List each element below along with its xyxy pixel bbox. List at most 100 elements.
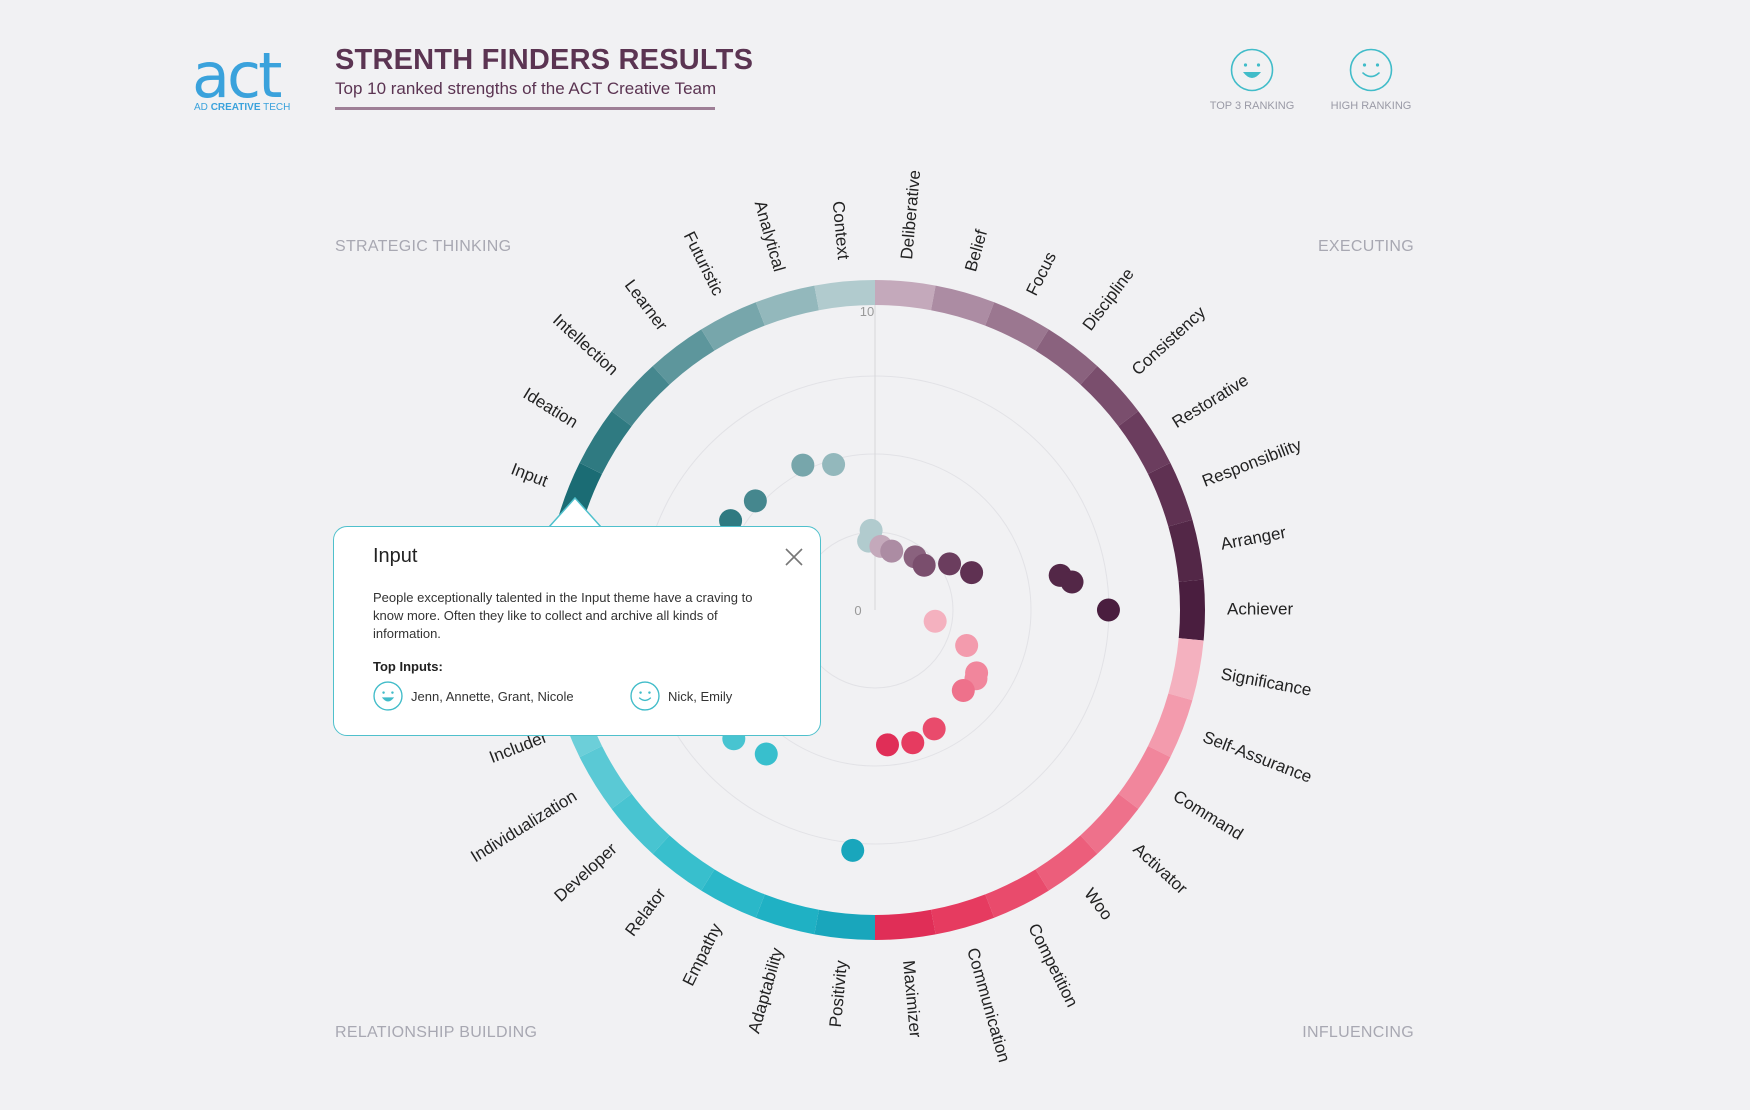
tooltip-top3-names: Jenn, Annette, Grant, Nicole bbox=[411, 688, 574, 704]
theme-label-activator[interactable]: Activator bbox=[1129, 839, 1191, 898]
legend-high: HIGH RANKING bbox=[1311, 48, 1431, 112]
theme-label-arranger[interactable]: Arranger bbox=[1219, 523, 1288, 554]
tooltip-description: People exceptionally talented in the Inp… bbox=[373, 590, 753, 641]
logo-sub-creative: CREATIVE bbox=[210, 102, 261, 113]
ring-segment-relator[interactable] bbox=[652, 835, 715, 891]
theme-label-positivity[interactable]: Positivity bbox=[826, 959, 851, 1028]
domain-influencing: INFLUENCING bbox=[1302, 1024, 1414, 1041]
ring-segment-competition[interactable] bbox=[985, 869, 1049, 918]
data-point-responsibility[interactable] bbox=[960, 561, 984, 585]
theme-label-learner[interactable]: Learner bbox=[621, 276, 672, 334]
theme-label-discipline[interactable]: Discipline bbox=[1079, 265, 1138, 335]
theme-label-relator[interactable]: Relator bbox=[621, 884, 669, 939]
theme-label-communication[interactable]: Communication bbox=[963, 946, 1014, 1065]
tooltip-title: Input bbox=[373, 545, 418, 567]
ring-segment-discipline[interactable] bbox=[1035, 329, 1098, 385]
theme-label-competition[interactable]: Competition bbox=[1024, 920, 1081, 1010]
smile-face-icon bbox=[630, 681, 660, 711]
ring-segment-analytical[interactable] bbox=[755, 285, 819, 326]
theme-label-belief[interactable]: Belief bbox=[961, 227, 991, 273]
theme-label-context[interactable]: Context bbox=[829, 200, 853, 260]
theme-label-deliberative[interactable]: Deliberative bbox=[897, 169, 924, 260]
ring-segment-self-assurance[interactable] bbox=[1148, 693, 1193, 758]
theme-label-command[interactable]: Command bbox=[1170, 786, 1247, 843]
page-title: STRENTH FINDERS RESULTS bbox=[335, 44, 754, 76]
ring-segment-deliberative[interactable] bbox=[875, 280, 936, 311]
ring-segment-arranger[interactable] bbox=[1168, 519, 1204, 582]
theme-label-empathy[interactable]: Empathy bbox=[679, 920, 726, 989]
ring-segment-individualization[interactable] bbox=[579, 745, 632, 809]
tooltip-top-label: Top Inputs: bbox=[373, 659, 443, 674]
title-underline bbox=[335, 107, 715, 110]
theme-label-futuristic[interactable]: Futuristic bbox=[680, 228, 728, 299]
radial-tick-0: 0 bbox=[854, 603, 861, 618]
ring-segment-ideation[interactable] bbox=[579, 411, 632, 475]
ring-segment-restorative[interactable] bbox=[1118, 411, 1171, 475]
tooltip-high-group: Nick, Emily bbox=[630, 681, 732, 711]
theme-label-consistency[interactable]: Consistency bbox=[1128, 302, 1210, 379]
ring-segment-command[interactable] bbox=[1118, 745, 1171, 809]
theme-label-ideation[interactable]: Ideation bbox=[520, 384, 581, 432]
ring-segment-significance[interactable] bbox=[1168, 638, 1204, 701]
ring-segment-activator[interactable] bbox=[1080, 793, 1139, 854]
theme-label-focus[interactable]: Focus bbox=[1022, 249, 1060, 299]
ring-segment-belief[interactable] bbox=[931, 285, 995, 326]
theme-label-maximizer[interactable]: Maximizer bbox=[899, 960, 925, 1039]
ring-segment-futuristic[interactable] bbox=[701, 302, 765, 351]
data-point-communication[interactable] bbox=[901, 731, 925, 755]
close-icon[interactable] bbox=[782, 545, 806, 569]
data-point-analytical[interactable] bbox=[822, 452, 846, 476]
ring-segment-developer[interactable] bbox=[611, 793, 670, 854]
ring-segment-responsibility[interactable] bbox=[1148, 462, 1193, 527]
tooltip-top3-group: Jenn, Annette, Grant, Nicole bbox=[373, 681, 574, 711]
smile-face-icon bbox=[1349, 48, 1393, 92]
ring-segment-context[interactable] bbox=[814, 280, 875, 311]
radial-tick-10: 10 bbox=[860, 304, 874, 319]
data-point-belief[interactable] bbox=[880, 539, 904, 563]
data-point-intellection[interactable] bbox=[743, 489, 767, 513]
theme-label-developer[interactable]: Developer bbox=[551, 839, 621, 905]
smile-open-face-icon bbox=[373, 681, 403, 711]
data-point-significance[interactable] bbox=[923, 609, 947, 633]
title-block: STRENTH FINDERS RESULTS Top 10 ranked st… bbox=[335, 44, 753, 110]
theme-label-self-assurance[interactable]: Self-Assurance bbox=[1200, 727, 1314, 786]
theme-label-restorative[interactable]: Restorative bbox=[1169, 370, 1252, 431]
data-point-relator[interactable] bbox=[754, 742, 778, 766]
data-point-arranger[interactable] bbox=[1060, 570, 1084, 594]
data-point-competition[interactable] bbox=[922, 717, 946, 741]
ring-segment-focus[interactable] bbox=[985, 302, 1049, 351]
ring-segment-communication[interactable] bbox=[931, 894, 995, 935]
ring-segment-learner[interactable] bbox=[652, 329, 715, 385]
ring-segment-positivity[interactable] bbox=[814, 909, 875, 940]
theme-label-input[interactable]: Input bbox=[508, 459, 550, 490]
data-point-self-assurance[interactable] bbox=[955, 634, 979, 658]
act-logo: act AD CREATIVE TECH bbox=[192, 40, 302, 120]
theme-label-achiever[interactable]: Achiever bbox=[1227, 599, 1293, 618]
data-point-activator[interactable] bbox=[951, 679, 975, 703]
data-point-maximizer[interactable] bbox=[875, 733, 899, 757]
theme-label-individualization[interactable]: Individualization bbox=[467, 786, 580, 866]
data-point-futuristic[interactable] bbox=[791, 453, 815, 477]
ring-segment-achiever[interactable] bbox=[1178, 579, 1205, 641]
data-point-positivity[interactable] bbox=[841, 838, 865, 862]
theme-label-intellection[interactable]: Intellection bbox=[549, 310, 622, 379]
ring-segment-woo[interactable] bbox=[1035, 835, 1098, 891]
ring-segment-empathy[interactable] bbox=[701, 869, 765, 918]
theme-label-adaptability[interactable]: Adaptability bbox=[745, 945, 787, 1035]
theme-label-analytical[interactable]: Analytical bbox=[751, 199, 789, 274]
ring-segment-maximizer[interactable] bbox=[875, 909, 936, 940]
data-point-restorative[interactable] bbox=[938, 552, 962, 576]
ring-segment-consistency[interactable] bbox=[1080, 366, 1139, 427]
data-point-consistency[interactable] bbox=[912, 553, 936, 577]
ring-segment-intellection[interactable] bbox=[611, 366, 670, 427]
tooltip-high-names: Nick, Emily bbox=[668, 688, 733, 704]
data-point-achiever[interactable] bbox=[1096, 598, 1120, 622]
legend-top3: TOP 3 RANKING bbox=[1192, 48, 1312, 112]
logo-wordmark: act bbox=[192, 39, 282, 112]
domain-relationship-building: RELATIONSHIP BUILDING bbox=[335, 1024, 538, 1041]
theme-label-significance[interactable]: Significance bbox=[1219, 664, 1313, 700]
ring-segment-adaptability[interactable] bbox=[755, 894, 819, 935]
theme-label-responsibility[interactable]: Responsibility bbox=[1199, 435, 1304, 491]
theme-label-woo[interactable]: Woo bbox=[1080, 885, 1116, 924]
